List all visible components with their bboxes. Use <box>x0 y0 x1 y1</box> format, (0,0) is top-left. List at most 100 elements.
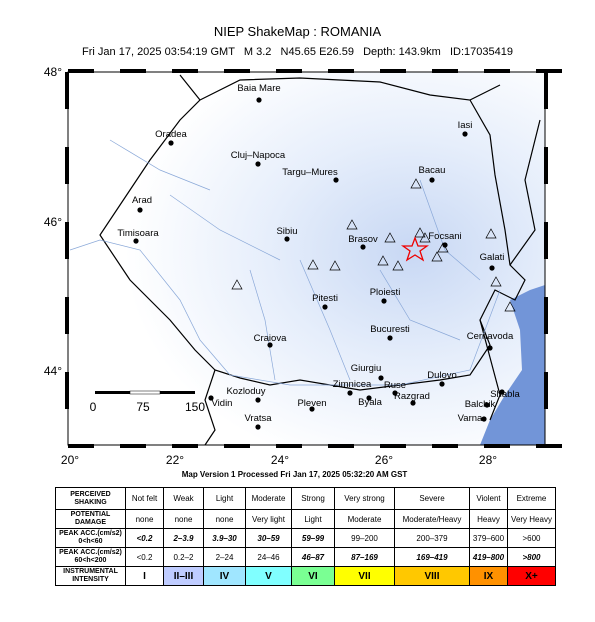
table-row: POTENTIAL DAMAGE none none none Very light Li… <box>55 509 556 529</box>
table-cell: Heavy <box>469 509 508 529</box>
frame-tick <box>544 372 548 409</box>
frame-tick <box>120 69 146 73</box>
table-cell: 0.2–2 <box>163 547 204 567</box>
frame-tick <box>68 69 94 73</box>
station <box>504 301 516 312</box>
frame-tick <box>328 444 354 448</box>
city-dot <box>381 298 387 304</box>
frame-tick <box>536 69 562 73</box>
city-dot <box>487 345 493 351</box>
city-label: Zimnicea <box>333 379 372 390</box>
borders <box>99 74 541 446</box>
table-cell: 2–24 <box>203 547 246 567</box>
city-dot <box>309 406 315 412</box>
frame-tick <box>328 69 354 73</box>
city-dot <box>267 342 273 348</box>
table-cell: 419–800 <box>469 547 508 567</box>
table-cell: Light <box>203 487 246 510</box>
city-label: Cernavoda <box>467 331 514 342</box>
city-dot <box>168 140 174 146</box>
city-label: Pitesti <box>312 293 338 304</box>
table-cell: 87–169 <box>334 547 395 567</box>
city-label: Cluj–Napoca <box>231 150 286 161</box>
city-dot <box>208 395 214 401</box>
table-cell: 24–46 <box>245 547 292 567</box>
table-cell: Moderate <box>334 509 395 529</box>
city-label: Pleven <box>297 398 326 409</box>
table-cell: INSTRUMENTAL INTENSITY <box>55 566 126 586</box>
footer: Map Version 1 Processed Fri Jan 17, 2025… <box>181 470 408 479</box>
table-cell: none <box>125 509 164 529</box>
city-dot <box>322 304 328 310</box>
table-cell: Moderate/Heavy <box>394 509 470 529</box>
city-dot <box>387 335 393 341</box>
station <box>419 232 431 243</box>
lon-label: 20° <box>61 453 79 467</box>
city-label: Ruse <box>384 380 406 391</box>
lat-label: 46° <box>44 215 62 229</box>
table-cell: Violent <box>469 487 508 510</box>
table-cell: Moderate <box>245 487 292 510</box>
station <box>410 178 422 189</box>
city-dot <box>360 244 366 250</box>
frame-tick <box>65 372 69 409</box>
table-cell: POTENTIAL DAMAGE <box>55 509 126 529</box>
lon-label: 22° <box>166 453 184 467</box>
city-dot <box>137 207 143 213</box>
table-cell: 59–99 <box>291 528 335 548</box>
frame-tick <box>380 444 406 448</box>
city-label: Vidin <box>212 398 233 409</box>
table-cell: 379–600 <box>469 528 508 548</box>
city-label: Ploiesti <box>370 287 401 298</box>
frame-tick <box>68 444 94 448</box>
city-dot <box>499 389 505 395</box>
city-label: Timisoara <box>117 228 159 239</box>
title: NIEP ShakeMap : ROMANIA <box>213 24 382 39</box>
lon-label: 24° <box>271 453 289 467</box>
city-label: Giurgiu <box>351 363 382 374</box>
intensity-field <box>68 72 545 445</box>
table-cell: Not felt <box>125 487 164 510</box>
station <box>392 260 404 271</box>
frame-tick <box>484 444 510 448</box>
station <box>377 255 389 266</box>
city-dot <box>256 97 262 103</box>
city-dot <box>284 236 290 242</box>
table-cell: Very light <box>245 509 292 529</box>
city-label: Targu–Mures <box>282 167 338 178</box>
city-label: Dulovo <box>427 370 457 381</box>
station <box>431 251 443 262</box>
city-label: Byala <box>358 397 382 408</box>
table-cell: Severe <box>394 487 470 510</box>
frame-tick <box>432 444 458 448</box>
table-cell: VII <box>334 566 395 586</box>
table-cell: I <box>125 566 164 586</box>
subtitle: Fri Jan 17, 2025 03:54:19 GMT M 3.2 N45.… <box>82 46 513 58</box>
table-cell: >600 <box>507 528 556 548</box>
table-cell: VIII <box>394 566 470 586</box>
frame-tick <box>172 69 198 73</box>
frame-tick <box>544 147 548 184</box>
frame-tick <box>276 69 302 73</box>
city-label: Sibiu <box>276 226 297 237</box>
frame-tick <box>65 147 69 184</box>
frame-tick <box>380 69 406 73</box>
city-label: Galati <box>480 252 505 263</box>
frame-tick <box>276 444 302 448</box>
city-label: Balchik <box>465 399 496 410</box>
city-dot <box>255 161 261 167</box>
city-dot <box>255 397 261 403</box>
table-cell: 99–200 <box>334 528 395 548</box>
station <box>490 276 502 287</box>
table-cell: PEAK ACC.(cm/s2) 60<h<200 <box>55 547 126 567</box>
black-sea <box>480 285 545 445</box>
frame-tick <box>65 297 69 334</box>
city-dot <box>439 381 445 387</box>
frame-tick <box>172 444 198 448</box>
city-dot <box>133 238 139 244</box>
table-cell: PEAK ACC.(cm/s2) 0<h<60 <box>55 528 126 548</box>
table-cell: Weak <box>163 487 204 510</box>
table-row: INSTRUMENTAL INTENSITY I II–III IV V VI VII VII… <box>55 566 556 586</box>
frame-tick <box>65 72 69 109</box>
